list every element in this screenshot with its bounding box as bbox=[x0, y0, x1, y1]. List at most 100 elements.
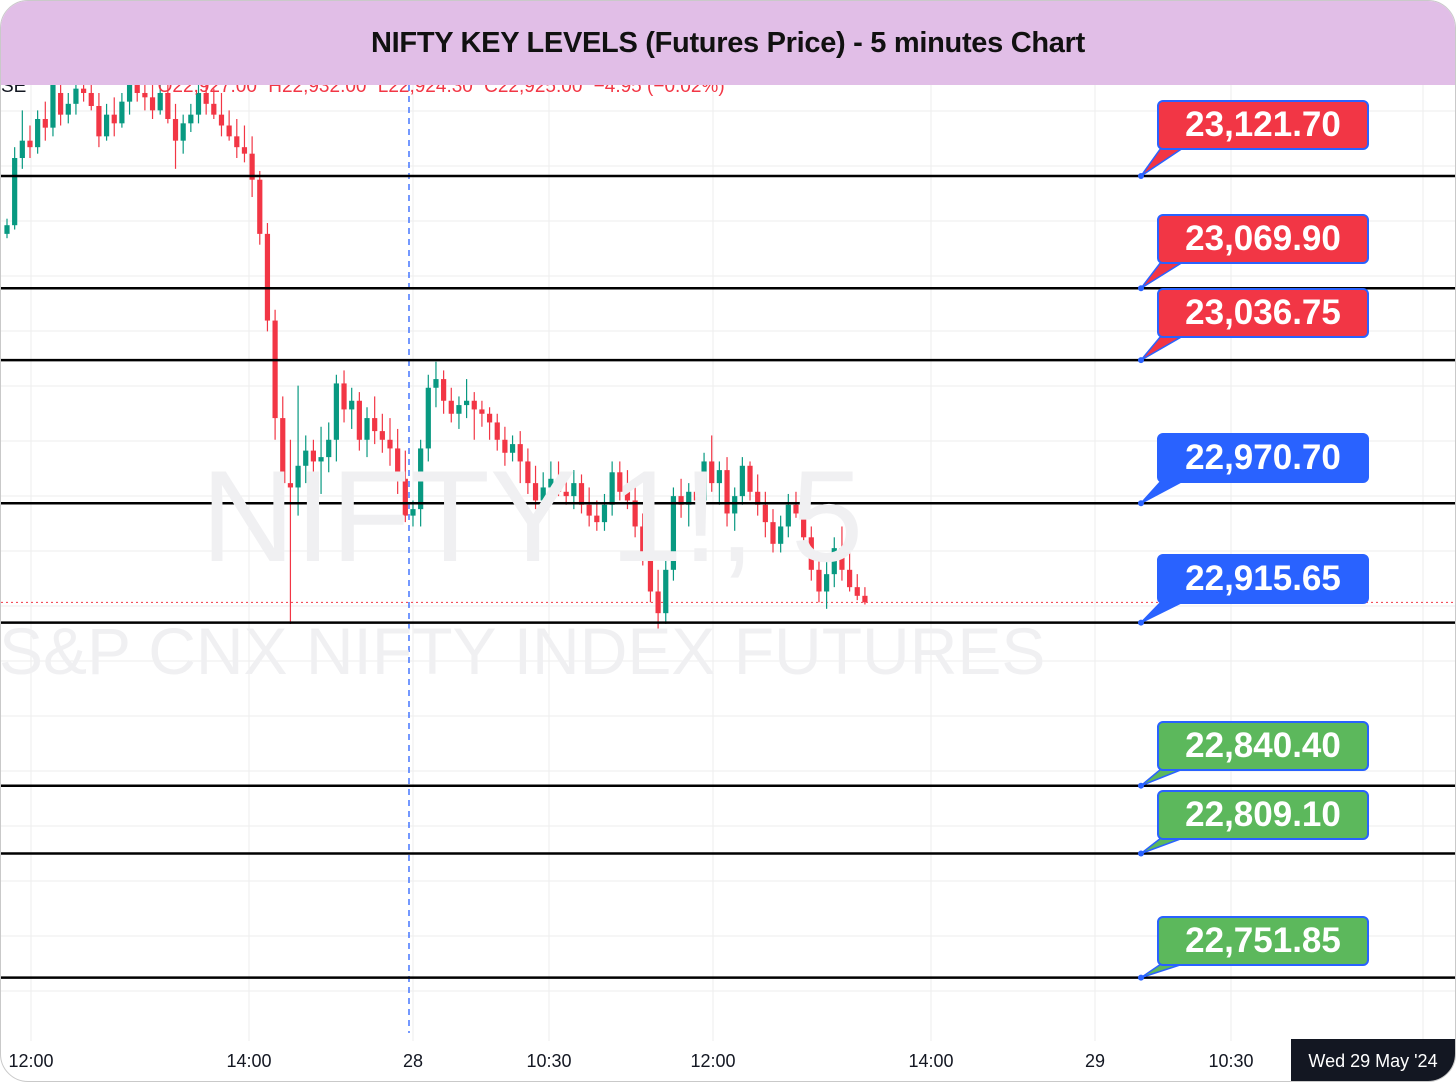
key-level-anchor-dot bbox=[1138, 285, 1144, 292]
candle-body bbox=[655, 591, 661, 614]
candle-body bbox=[418, 448, 424, 510]
candle-body bbox=[624, 491, 631, 501]
chart-title-banner: NIFTY KEY LEVELS (Futures Price) - 5 min… bbox=[1, 1, 1455, 85]
candle-body bbox=[854, 587, 860, 596]
candle-body bbox=[425, 387, 431, 449]
candle-body bbox=[35, 118, 41, 148]
candle-body bbox=[793, 504, 799, 514]
key-level-anchor-dot bbox=[1138, 974, 1144, 981]
candle-body bbox=[50, 82, 56, 128]
x-axis-tick-label: 12:00 bbox=[8, 1051, 54, 1071]
candle-body bbox=[839, 548, 845, 570]
candle-body bbox=[464, 400, 470, 406]
candle-body bbox=[747, 465, 753, 492]
candle-body bbox=[770, 522, 776, 544]
candle-body bbox=[486, 413, 493, 423]
candle-body bbox=[287, 483, 294, 488]
candle-body bbox=[785, 504, 791, 527]
candle-body bbox=[441, 379, 447, 401]
candle-body bbox=[280, 418, 286, 484]
candle-body bbox=[73, 88, 79, 104]
key-level-callout-pointer bbox=[1140, 768, 1184, 787]
candle-body bbox=[134, 84, 140, 93]
candle-body bbox=[180, 123, 186, 141]
candle-body bbox=[816, 569, 822, 592]
candle-body bbox=[678, 496, 684, 505]
x-axis-tick-label: 10:30 bbox=[1208, 1051, 1254, 1071]
key-level-anchor-dot bbox=[1138, 173, 1144, 179]
candle-body bbox=[387, 439, 393, 449]
x-axis-tick-label: 10:30 bbox=[526, 1051, 572, 1071]
candle-body bbox=[257, 179, 263, 234]
candle-body bbox=[456, 405, 462, 414]
candle-body bbox=[65, 103, 71, 115]
candle-body bbox=[640, 526, 646, 557]
candle-body bbox=[578, 483, 585, 505]
candle-body bbox=[12, 158, 18, 226]
description-watermark: S&P CNX NIFTY INDEX FUTURES bbox=[0, 614, 1046, 688]
candle-body bbox=[824, 574, 830, 592]
key-level-label: 22,915.65 bbox=[1157, 554, 1369, 604]
key-level-callout-pointer bbox=[1140, 480, 1184, 504]
candle-body bbox=[601, 504, 608, 523]
candle-body bbox=[149, 97, 156, 111]
candle-body bbox=[4, 225, 10, 234]
candle-body bbox=[724, 470, 730, 514]
x-axis-tick-label: 14:00 bbox=[908, 1051, 954, 1071]
key-level-callout-pointer bbox=[1140, 147, 1186, 177]
candle-body bbox=[448, 400, 454, 414]
candle-body bbox=[295, 465, 301, 488]
key-level-anchor-dot bbox=[1138, 619, 1144, 626]
candle-body bbox=[372, 418, 378, 432]
candle-body bbox=[586, 504, 592, 516]
candle-body bbox=[693, 491, 699, 501]
candle-body bbox=[716, 470, 722, 484]
candle-body bbox=[19, 140, 25, 159]
key-level-label: 22,970.70 bbox=[1157, 433, 1369, 483]
candle-body bbox=[847, 569, 853, 588]
candle-body bbox=[732, 496, 738, 514]
key-level-anchor-dot bbox=[1138, 782, 1144, 789]
candle-body bbox=[402, 478, 408, 516]
candle-body bbox=[333, 383, 339, 440]
candle-body bbox=[739, 465, 745, 497]
candle-body bbox=[479, 409, 485, 414]
candle-body bbox=[226, 125, 232, 137]
candle-body bbox=[249, 153, 255, 180]
candle-body bbox=[632, 500, 638, 527]
candle-body bbox=[862, 595, 868, 603]
candle-body bbox=[234, 136, 240, 148]
crosshair-date-badge: Wed 29 May '24 bbox=[1291, 1039, 1455, 1081]
candle-body bbox=[670, 496, 677, 570]
candle-body bbox=[571, 483, 577, 497]
candle-body bbox=[395, 448, 401, 479]
candle-body bbox=[81, 88, 87, 93]
key-level-anchor-dot bbox=[1138, 850, 1144, 857]
candle-body bbox=[594, 515, 600, 523]
candle-body bbox=[471, 400, 477, 410]
candle-body bbox=[762, 504, 768, 523]
key-level-label: 23,069.90 bbox=[1157, 214, 1369, 264]
candle-body bbox=[364, 418, 370, 440]
candle-body bbox=[172, 118, 179, 141]
candle-body bbox=[555, 478, 562, 492]
candle-body bbox=[609, 472, 615, 505]
key-level-callout-pointer bbox=[1140, 601, 1184, 624]
candle-body bbox=[272, 320, 278, 419]
candle-body bbox=[303, 450, 309, 466]
candle-body bbox=[356, 400, 362, 440]
symbol-watermark: NIFTY 1!, 5 bbox=[201, 443, 864, 589]
candle-body bbox=[563, 491, 569, 497]
chart-title: NIFTY KEY LEVELS (Futures Price) - 5 min… bbox=[371, 26, 1085, 59]
candle-body bbox=[502, 439, 508, 453]
candle-body bbox=[548, 478, 554, 488]
candle-body bbox=[203, 92, 209, 104]
candle-body bbox=[96, 105, 102, 137]
candle-body bbox=[433, 379, 439, 388]
key-level-label: 23,121.70 bbox=[1157, 100, 1369, 150]
candle-body bbox=[310, 450, 316, 462]
candle-body bbox=[188, 114, 194, 124]
candle-body bbox=[509, 444, 516, 453]
key-level-callout-pointer bbox=[1140, 837, 1184, 855]
